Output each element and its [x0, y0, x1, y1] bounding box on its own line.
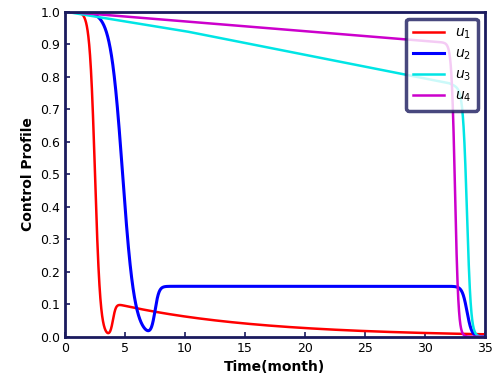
- Line: $u_2$: $u_2$: [65, 12, 485, 337]
- Line: $u_3$: $u_3$: [65, 12, 485, 337]
- $u_4$: [62, 9, 68, 14]
- $u_3$: [138, 22, 144, 26]
- $u_3$: [376, 67, 382, 72]
- $u_2$: [408, 284, 414, 289]
- Y-axis label: Control Profile: Control Profile: [20, 117, 34, 231]
- $u_3$: [62, 9, 68, 14]
- $u_1$: [138, 307, 144, 312]
- $u_4$: [376, 35, 382, 39]
- $u_1$: [62, 9, 68, 14]
- $u_1$: [222, 319, 228, 324]
- $u_3$: [408, 73, 414, 78]
- $u_4$: [222, 22, 228, 27]
- $u_1$: [408, 330, 414, 335]
- $u_2$: [62, 9, 68, 14]
- $u_2$: [335, 284, 341, 289]
- X-axis label: Time(month): Time(month): [224, 360, 326, 374]
- $u_2$: [138, 320, 144, 325]
- $u_4$: [482, 334, 488, 339]
- $u_4$: [335, 31, 341, 36]
- $u_4$: [314, 30, 320, 34]
- $u_1$: [376, 329, 382, 334]
- Legend: $u_1$, $u_2$, $u_3$, $u_4$: $u_1$, $u_2$, $u_3$, $u_4$: [406, 19, 478, 111]
- $u_1$: [335, 327, 341, 332]
- $u_2$: [376, 284, 382, 289]
- $u_4$: [408, 38, 414, 42]
- $u_2$: [482, 334, 488, 339]
- $u_3$: [335, 59, 341, 63]
- Line: $u_1$: $u_1$: [65, 12, 485, 334]
- Line: $u_4$: $u_4$: [65, 12, 485, 337]
- $u_4$: [138, 15, 144, 20]
- $u_3$: [482, 334, 488, 339]
- $u_1$: [482, 332, 488, 337]
- $u_3$: [222, 37, 228, 41]
- $u_3$: [314, 55, 320, 60]
- $u_2$: [314, 284, 320, 289]
- $u_1$: [314, 327, 320, 331]
- $u_2$: [222, 284, 228, 289]
